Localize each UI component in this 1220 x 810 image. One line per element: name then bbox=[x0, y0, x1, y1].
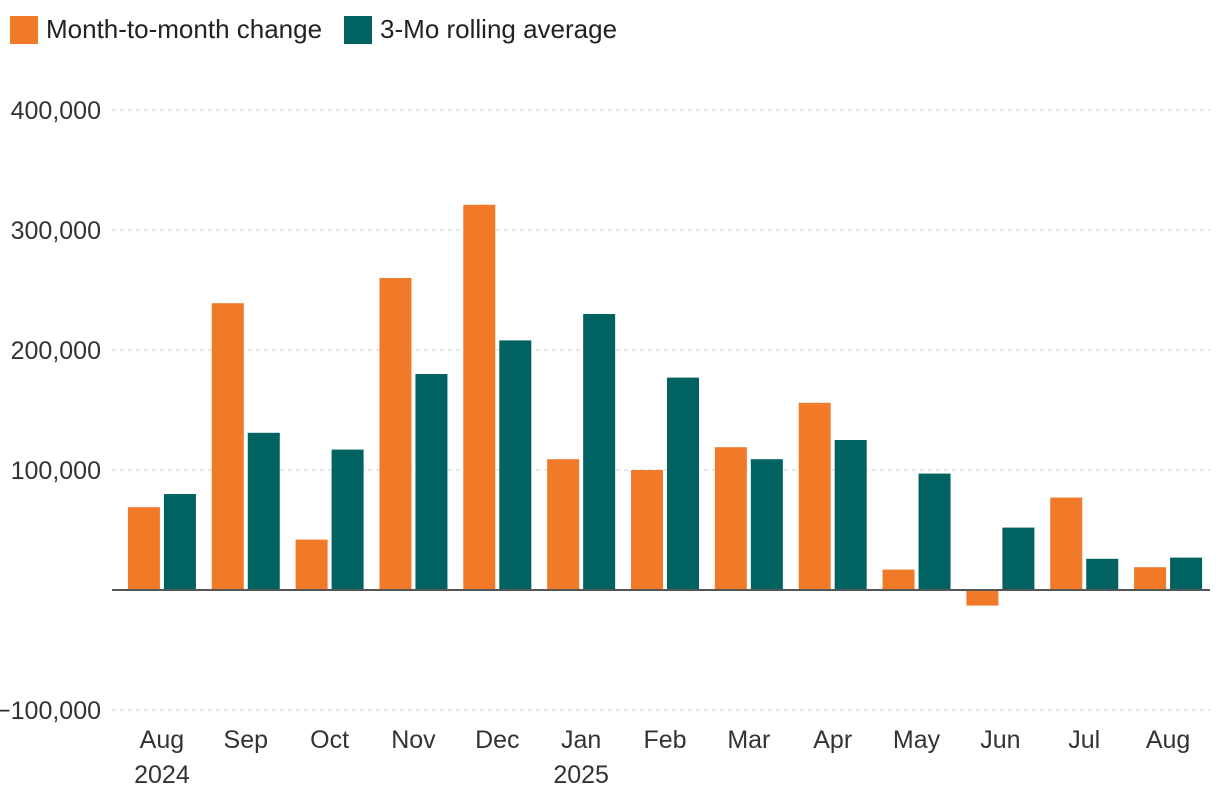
x-tick-label: Nov bbox=[391, 726, 436, 754]
legend-item-rolling-average: 3-Mo rolling average bbox=[344, 14, 617, 45]
x-tick-label: Jul bbox=[1068, 726, 1100, 754]
bar-month-to-month bbox=[547, 459, 580, 590]
bar-month-to-month bbox=[882, 569, 915, 590]
bar-rolling-average bbox=[499, 340, 532, 590]
x-tick-label: May bbox=[893, 726, 941, 754]
x-tick-label: Aug bbox=[140, 726, 184, 754]
bar-month-to-month bbox=[379, 278, 412, 590]
bar-month-to-month bbox=[127, 507, 160, 590]
bar-month-to-month bbox=[295, 539, 328, 590]
y-tick-label: 300,000 bbox=[11, 217, 101, 245]
bar-rolling-average bbox=[834, 440, 867, 590]
bar-rolling-average bbox=[415, 374, 448, 590]
bar-rolling-average bbox=[1002, 527, 1035, 590]
bar-month-to-month bbox=[798, 402, 831, 590]
legend-swatch-month-to-month bbox=[10, 15, 38, 44]
bar-rolling-average bbox=[331, 449, 364, 590]
x-tick-label: Jan bbox=[561, 726, 601, 754]
bar-month-to-month bbox=[1050, 497, 1083, 590]
x-tick-year-label: 2025 bbox=[553, 761, 609, 789]
bar-rolling-average bbox=[163, 494, 196, 590]
bar-rolling-average bbox=[667, 377, 699, 590]
bar-month-to-month bbox=[714, 447, 747, 590]
bar-rolling-average bbox=[1170, 557, 1203, 590]
legend-swatch-rolling-average bbox=[344, 15, 373, 44]
x-tick-label: Dec bbox=[475, 726, 519, 754]
x-tick-label: Jun bbox=[980, 726, 1020, 754]
y-tick-label: 100,000 bbox=[11, 457, 101, 485]
y-tick-label: 200,000 bbox=[11, 337, 101, 365]
x-tick-label: Sep bbox=[224, 726, 268, 754]
bar-month-to-month bbox=[463, 204, 496, 591]
x-tick-label: Mar bbox=[727, 726, 770, 754]
x-tick-label: Aug bbox=[1146, 726, 1190, 754]
legend-label-month-to-month: Month-to-month change bbox=[46, 14, 323, 44]
bar-month-to-month bbox=[631, 470, 663, 590]
y-tick-label: 400,000 bbox=[11, 97, 101, 125]
bar-month-to-month bbox=[211, 303, 244, 590]
bar-month-to-month bbox=[1134, 567, 1167, 590]
x-tick-label: Apr bbox=[813, 726, 852, 754]
x-tick-label: Oct bbox=[310, 726, 349, 754]
x-tick-year-label: 2024 bbox=[134, 761, 190, 789]
bar-month-to-month bbox=[966, 590, 999, 606]
bar-rolling-average bbox=[1086, 558, 1119, 590]
bar-rolling-average bbox=[918, 473, 951, 590]
bar-rolling-average bbox=[247, 432, 280, 590]
legend: Month-to-month change 3-Mo rolling avera… bbox=[10, 14, 639, 45]
bar-rolling-average bbox=[750, 459, 783, 590]
legend-item-month-to-month: Month-to-month change bbox=[10, 14, 322, 45]
y-tick-label: −100,000 bbox=[0, 697, 101, 725]
x-tick-label: Feb bbox=[643, 726, 686, 754]
bar-rolling-average bbox=[583, 314, 616, 590]
legend-label-rolling-average: 3-Mo rolling average bbox=[380, 14, 618, 44]
